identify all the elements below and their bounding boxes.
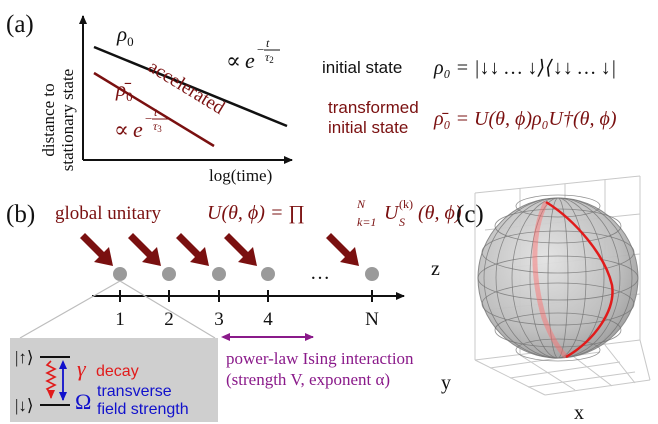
trajectory-back xyxy=(532,200,568,359)
y-axis-label-line1: distance to xyxy=(39,83,58,156)
site-label-n: N xyxy=(365,309,379,330)
two-level-box xyxy=(10,338,218,422)
panel-c-label: (c) xyxy=(456,201,484,228)
sphere-longitudes xyxy=(483,197,633,359)
chain-ellipsis: … xyxy=(310,262,330,284)
frac-num-tau2: t xyxy=(266,36,270,50)
site-label-2: 2 xyxy=(164,309,174,330)
zoom-line-left xyxy=(19,280,121,339)
trajectory-front xyxy=(545,200,614,359)
spin-sites xyxy=(113,267,379,281)
panel-c: (c) z y x xyxy=(431,175,651,424)
pulse-arrow-n xyxy=(325,233,359,266)
axis-x-label: x xyxy=(574,402,584,424)
decay-label: decay xyxy=(96,363,139,380)
y-axis-label-line2: stationary state xyxy=(58,69,77,171)
panel-b-label: (b) xyxy=(6,201,35,228)
spin-site-2 xyxy=(162,267,176,281)
accelerated-decay-line xyxy=(93,71,215,148)
zoom-line-right xyxy=(119,280,216,339)
transformed-label-line2: initial state xyxy=(328,118,408,137)
prod-upper-limit: N xyxy=(356,197,366,211)
unitary-rhs-sub: S xyxy=(399,215,405,229)
interaction-label-line1: power-law Ising interaction xyxy=(226,349,414,368)
site-label-1: 1 xyxy=(115,309,125,330)
standard-decay-line xyxy=(93,45,288,128)
panel-a: (a) distance to stationary state log(tim… xyxy=(6,11,617,185)
frac-den-tau2: τ2 xyxy=(265,50,274,65)
unitary-rhs: U xyxy=(384,202,400,224)
prop-symbol-tau3: ∝ xyxy=(114,117,129,142)
initial-state-label: initial state xyxy=(322,58,402,77)
gamma-symbol: γ xyxy=(77,356,87,381)
site-label-4: 4 xyxy=(263,309,273,330)
pulse-arrows xyxy=(79,233,359,266)
decay-wavy-arrow xyxy=(45,360,57,399)
ket-up-label: |↑⟩ xyxy=(15,348,34,367)
spin-site-3 xyxy=(212,267,226,281)
rhobar-label: ρ̄0 xyxy=(115,77,133,104)
panel-b: (b) global unitary U(θ, ϕ) = ∏ N k=1 U (… xyxy=(6,197,462,422)
x-axis-label: log(time) xyxy=(209,166,272,185)
frac-den-tau3: τ3 xyxy=(153,119,162,134)
axis-z-label: z xyxy=(431,258,440,280)
transverse-label-line1: transverse xyxy=(97,383,172,400)
site-label-3: 3 xyxy=(214,309,224,330)
minus-tau3: − xyxy=(145,111,152,126)
e-symbol-tau2: e xyxy=(245,48,255,73)
tau2-expression: ∝ e − t τ2 xyxy=(226,36,280,73)
ket-down-label: |↓⟩ xyxy=(15,396,34,415)
omega-symbol: Ω xyxy=(75,389,91,414)
bloch-sphere xyxy=(477,197,639,359)
tau3-expression: ∝ e − t τ3 xyxy=(114,105,168,142)
pulse-arrow-2 xyxy=(127,233,161,266)
prop-symbol-tau2: ∝ xyxy=(226,48,241,73)
transverse-label-line2: field strength xyxy=(97,401,189,418)
spin-site-1 xyxy=(113,267,127,281)
interaction-label-line2: (strength V, exponent α) xyxy=(226,370,390,389)
prod-lower-limit: k=1 xyxy=(357,215,376,229)
frac-num-tau3: t xyxy=(154,105,158,119)
pulse-arrow-4 xyxy=(223,233,257,266)
unitary-rhs-sup: (k) xyxy=(399,197,413,211)
pulse-arrow-1 xyxy=(79,233,113,266)
unitary-equation: U(θ, ϕ) = ∏ N k=1 U (k) S (θ, ϕ) xyxy=(207,197,462,229)
minus-tau2: − xyxy=(257,42,264,57)
chain-ticks xyxy=(119,290,373,302)
initial-state-equation: ρ₀ = |↓↓ … ↓⟩⟨↓↓ … ↓| xyxy=(433,57,616,79)
transformed-state-equation: ρ̄₀ = U(θ, ϕ)ρ₀U†(θ, ϕ) xyxy=(433,108,617,130)
axis-y-label: y xyxy=(441,372,451,394)
spin-site-n xyxy=(365,267,379,281)
unitary-rhs-args: (θ, ϕ) xyxy=(418,202,462,224)
unitary-lhs: U(θ, ϕ) = ∏ xyxy=(207,202,305,224)
panel-a-label: (a) xyxy=(6,11,34,38)
pulse-arrow-3 xyxy=(175,233,209,266)
e-symbol-tau3: e xyxy=(133,117,143,142)
spin-site-4 xyxy=(261,267,275,281)
global-unitary-label: global unitary xyxy=(55,203,162,224)
transformed-label-line1: transformed xyxy=(328,98,419,117)
rho0-label: ρ0 xyxy=(116,22,134,49)
